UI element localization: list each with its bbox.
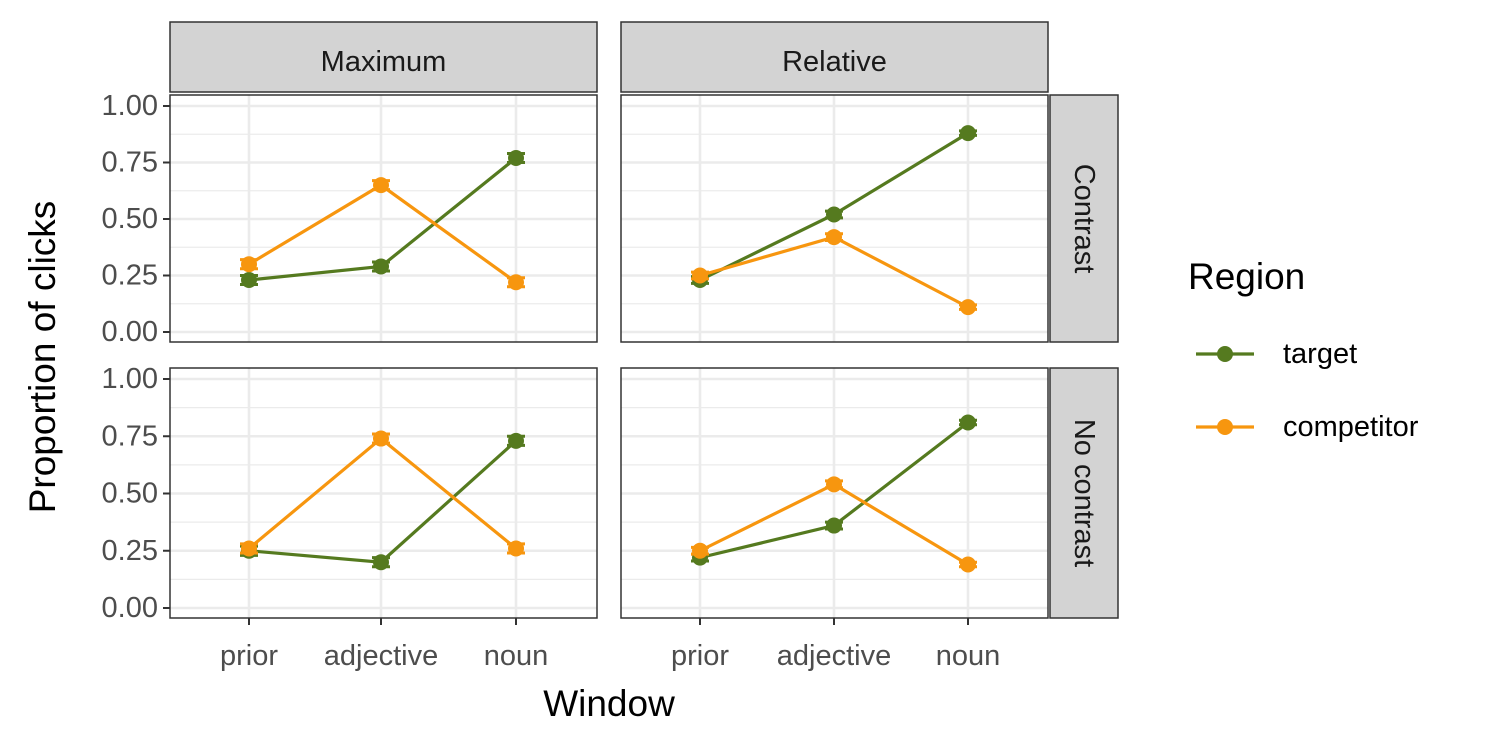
row-strip-label: No contrast — [1068, 419, 1100, 567]
data-point-competitor — [692, 267, 708, 284]
data-point-competitor — [241, 540, 257, 557]
data-point-target — [373, 554, 389, 571]
legend-label: target — [1283, 338, 1357, 370]
y-tick-label: 0.00 — [102, 316, 158, 348]
y-tick-label: 1.00 — [102, 363, 158, 395]
column-strip-label: Maximum — [321, 46, 447, 78]
x-tick-label: noun — [484, 640, 549, 672]
x-tick-label: noun — [936, 640, 1001, 672]
panel — [620, 367, 1049, 619]
data-point-target — [826, 206, 842, 223]
data-point-competitor — [960, 299, 976, 316]
data-point-target — [826, 517, 842, 534]
data-point-competitor — [826, 476, 842, 493]
y-tick-label: 1.00 — [102, 90, 158, 122]
data-point-competitor — [241, 256, 257, 273]
legend-key-point — [1217, 419, 1233, 435]
column-strip — [620, 21, 1049, 93]
y-axis-title: Proportion of clicks — [22, 201, 63, 514]
legend-label: competitor — [1283, 411, 1419, 443]
data-point-competitor — [960, 556, 976, 573]
x-tick-label: adjective — [324, 640, 438, 672]
data-point-target — [508, 149, 524, 166]
y-tick-label: 0.75 — [102, 420, 158, 452]
panel — [620, 94, 1049, 343]
data-point-target — [373, 258, 389, 275]
x-axis-title: Window — [543, 683, 675, 724]
y-tick-label: 0.25 — [102, 535, 158, 567]
x-tick-label: prior — [220, 640, 278, 672]
y-tick-label: 0.25 — [102, 260, 158, 292]
data-point-competitor — [826, 229, 842, 246]
panel-border — [620, 94, 1049, 343]
legend-title: Region — [1188, 256, 1305, 297]
data-point-target — [241, 272, 257, 289]
panel — [169, 94, 598, 343]
panel — [169, 367, 598, 619]
x-tick-label: prior — [671, 640, 729, 672]
data-point-competitor — [508, 540, 524, 557]
row-strip — [1049, 94, 1119, 343]
column-strip — [169, 21, 598, 93]
data-point-competitor — [373, 177, 389, 194]
legend-key-point — [1217, 346, 1233, 362]
x-tick-label: adjective — [777, 640, 891, 672]
y-tick-label: 0.50 — [102, 478, 158, 510]
column-strip-label: Relative — [782, 46, 887, 78]
data-point-target — [508, 432, 524, 449]
data-point-competitor — [692, 542, 708, 559]
row-strip — [1049, 367, 1119, 619]
y-tick-label: 0.50 — [102, 203, 158, 235]
data-point-competitor — [508, 274, 524, 291]
y-tick-label: 0.75 — [102, 147, 158, 179]
row-strip-label: Contrast — [1068, 164, 1100, 274]
y-tick-label: 0.00 — [102, 592, 158, 624]
data-point-target — [960, 125, 976, 142]
data-point-target — [960, 414, 976, 431]
data-point-competitor — [373, 430, 389, 447]
